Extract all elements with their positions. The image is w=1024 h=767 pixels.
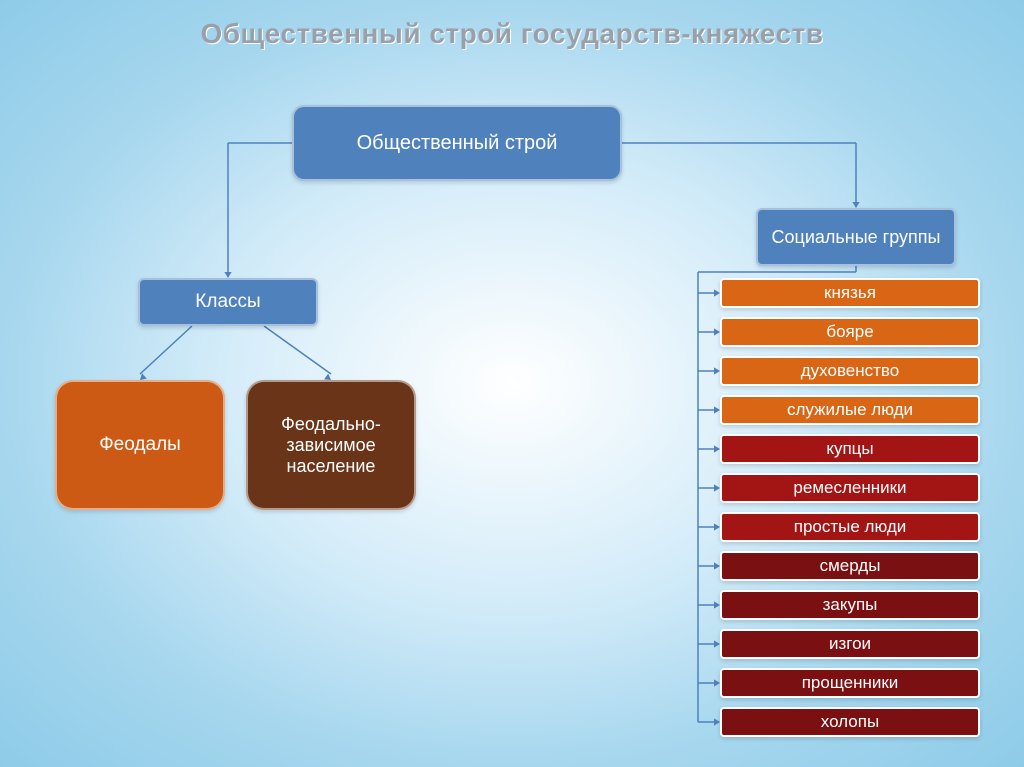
social-group-item: ремесленники xyxy=(720,473,980,503)
social-group-item: купцы xyxy=(720,434,980,464)
social-group-item: изгои xyxy=(720,629,980,659)
node-dependent: Феодально-зависимое население xyxy=(246,380,416,510)
social-group-item: прощенники xyxy=(720,668,980,698)
node-root: Общественный строй xyxy=(292,105,622,181)
social-group-item: смерды xyxy=(720,551,980,581)
social-group-item: холопы xyxy=(720,707,980,737)
page-title: Общественный строй государств-княжеств xyxy=(0,18,1024,50)
social-group-item: князья xyxy=(720,278,980,308)
node-social: Социальные группы xyxy=(756,208,956,266)
node-feudal: Феодалы xyxy=(55,380,225,510)
social-group-item: служилые люди xyxy=(720,395,980,425)
social-group-item: закупы xyxy=(720,590,980,620)
social-group-item: бояре xyxy=(720,317,980,347)
social-group-item: простые люди xyxy=(720,512,980,542)
node-classes: Классы xyxy=(138,278,318,326)
social-group-item: духовенство xyxy=(720,356,980,386)
